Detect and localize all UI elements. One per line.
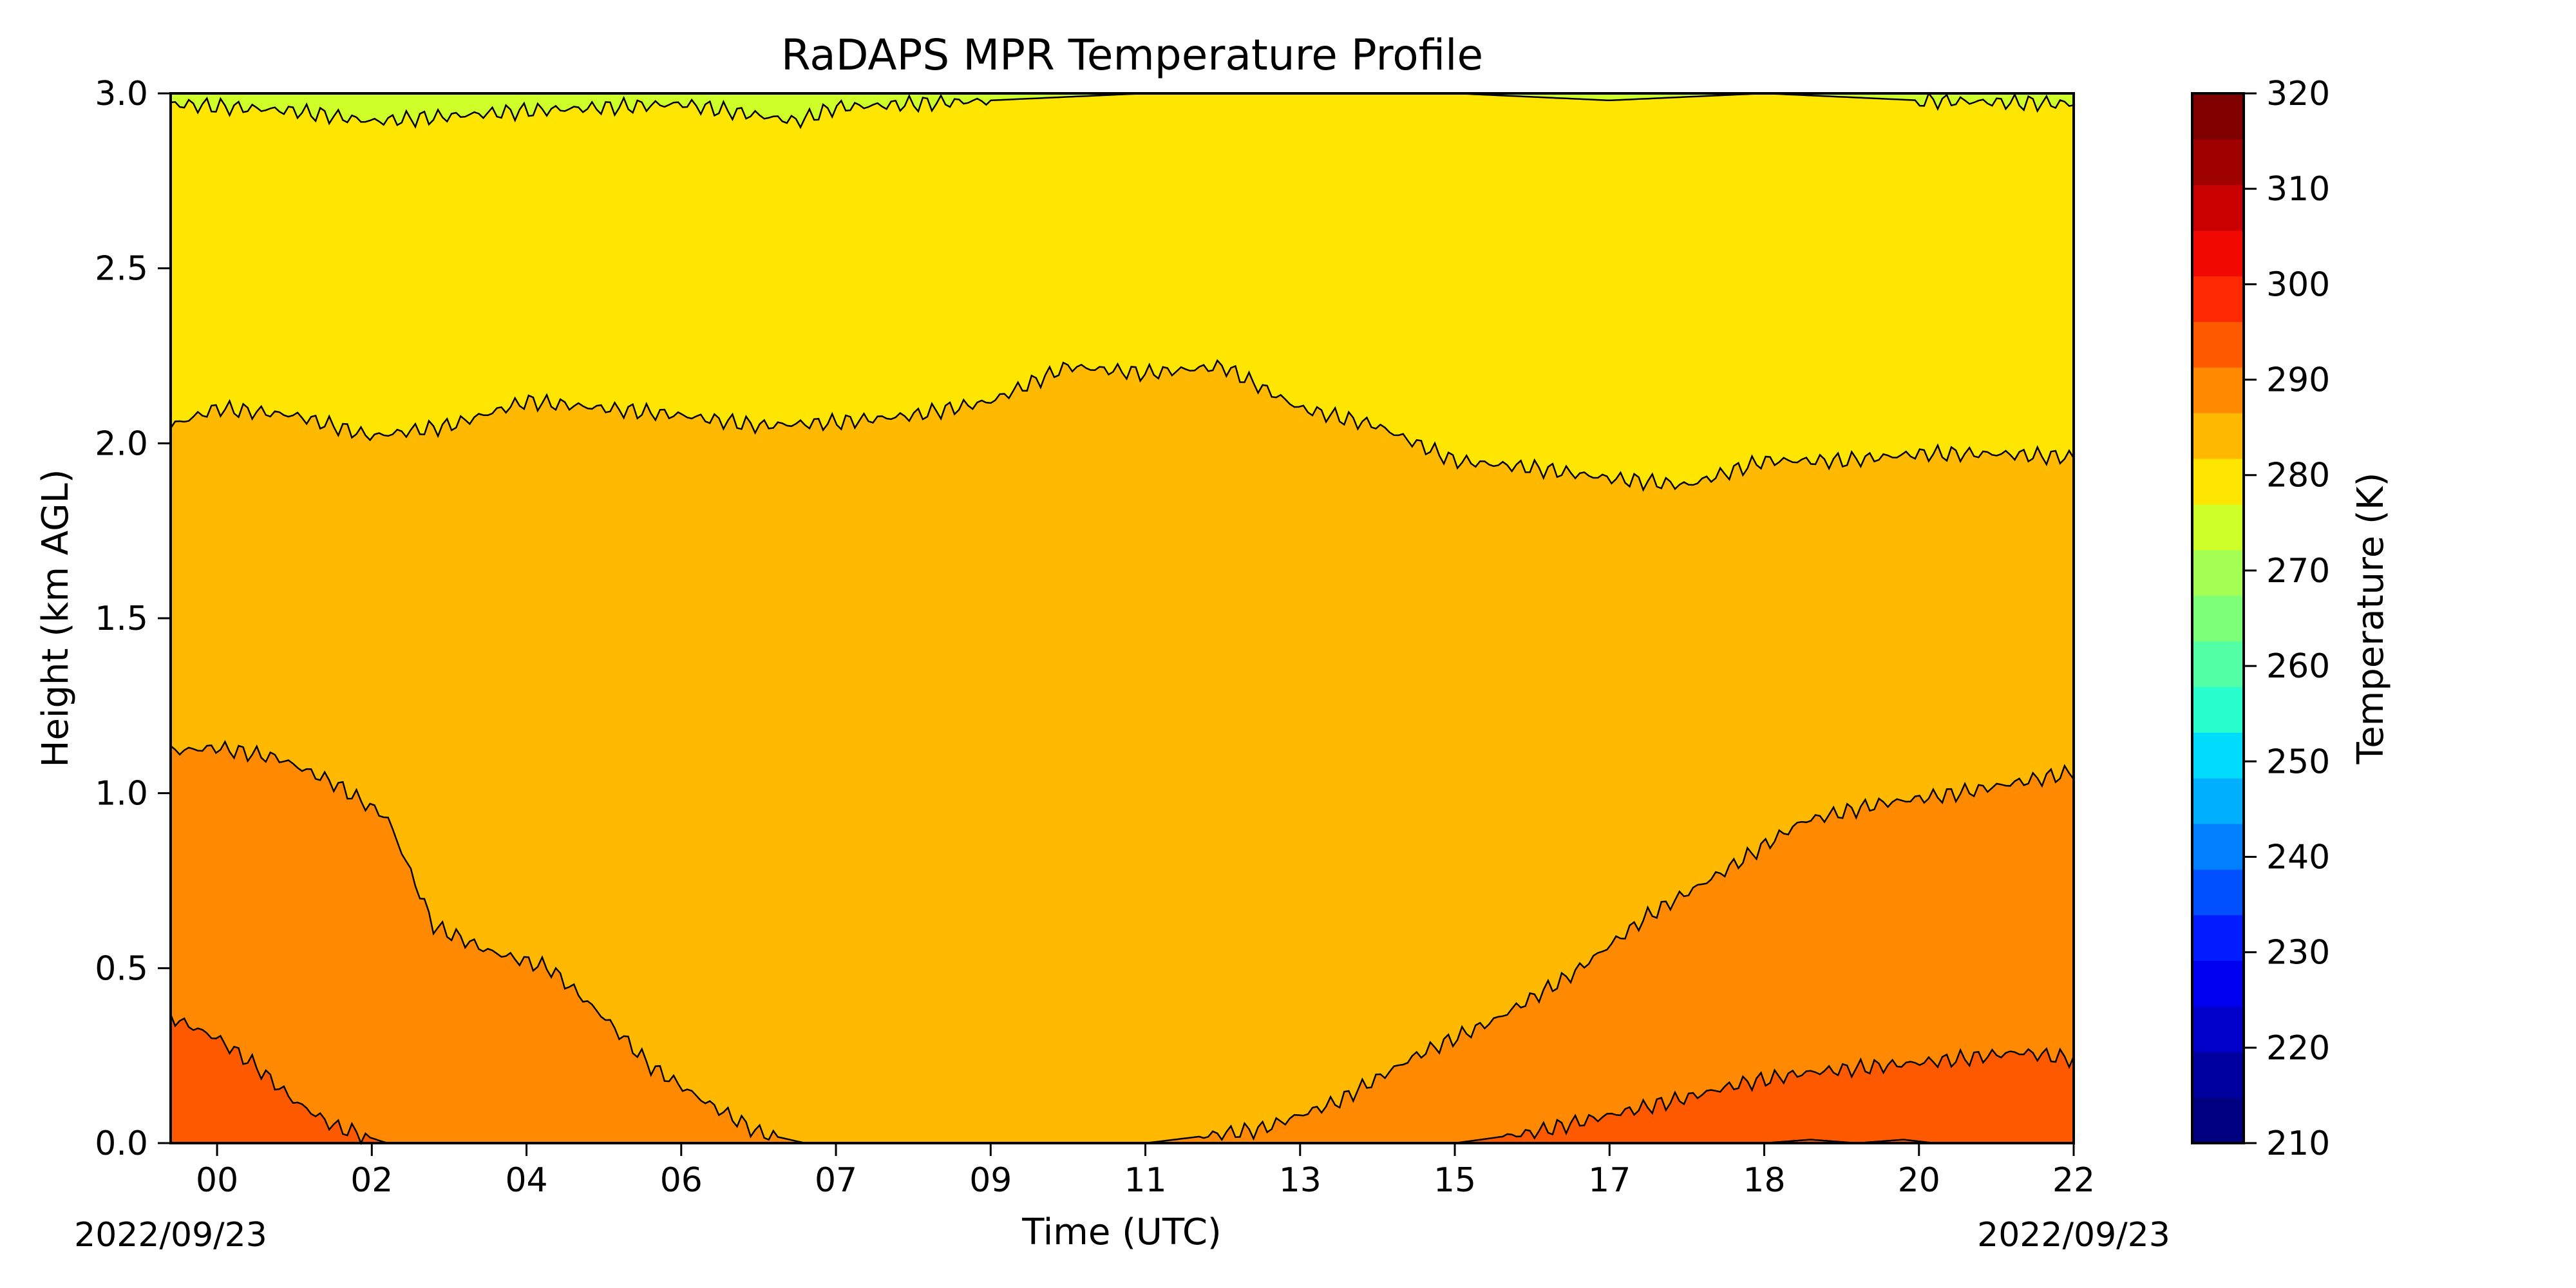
colorbar-label: Temperature (K) — [2350, 473, 2392, 765]
colorbar-tick-label: 270 — [2266, 552, 2330, 591]
colorbar-band — [2192, 458, 2244, 505]
x-tick-label: 09 — [969, 1161, 1012, 1200]
y-tick-label: 0.5 — [95, 949, 148, 988]
colorbar-band — [2192, 276, 2244, 322]
y-axis-label: Height (km AGL) — [35, 469, 77, 767]
y-tick-label: 3.0 — [95, 75, 148, 113]
y-tick-label: 2.0 — [95, 424, 148, 463]
colorbar-tick-label: 240 — [2266, 838, 2330, 876]
colorbar-tick-label: 280 — [2266, 457, 2330, 495]
colorbar-band — [2192, 778, 2244, 824]
x-tick-label: 18 — [1743, 1161, 1785, 1200]
x-tick-label: 17 — [1588, 1161, 1631, 1200]
colorbar-band — [2192, 641, 2244, 687]
x-tick-label: 22 — [2052, 1161, 2095, 1200]
region-285-290 — [171, 360, 2074, 1143]
contour-line-285 — [169, 359, 2075, 492]
colorbar-band — [2192, 732, 2244, 779]
colorbar-band — [2192, 595, 2244, 642]
colorbar-bands — [2192, 93, 2244, 1144]
x-axis: 00 02 04 06 07 09 11 13 15 17 18 20 22 — [196, 1143, 2095, 1200]
y-tick-label: 2.5 — [95, 250, 148, 289]
colorbar-tick-label: 230 — [2266, 934, 2330, 972]
colorbar-band — [2192, 1052, 2244, 1098]
x-tick-label: 13 — [1279, 1161, 1321, 1200]
colorbar-tick-label: 250 — [2266, 743, 2330, 781]
y-tick-label: 1.5 — [95, 600, 148, 638]
chart-title: RaDAPS MPR Temperature Profile — [781, 30, 1483, 80]
x-axis-label: Time (UTC) — [1021, 1211, 1222, 1253]
end-date-label: 2022/09/23 — [1977, 1216, 2170, 1255]
colorbar-band — [2192, 960, 2244, 1007]
x-tick-label: 11 — [1124, 1161, 1166, 1200]
colorbar-tick-label: 210 — [2266, 1124, 2330, 1163]
contour-plot-area — [169, 91, 2075, 1146]
x-tick-label: 15 — [1434, 1161, 1476, 1200]
colorbar-band — [2192, 549, 2244, 596]
contour-fill-layer — [171, 93, 2074, 1143]
start-date-label: 2022/09/23 — [74, 1216, 267, 1255]
colorbar-band — [2192, 914, 2244, 961]
region-295-300 — [171, 1014, 2074, 1143]
x-tick-label: 00 — [196, 1161, 238, 1200]
colorbar-tick-label: 290 — [2266, 361, 2330, 400]
y-axis: 0.0 0.5 1.0 1.5 2.0 2.5 3.0 — [95, 75, 171, 1163]
region-below-275 — [171, 93, 2074, 128]
colorbar-band — [2192, 367, 2244, 413]
colorbar-band — [2192, 504, 2244, 551]
colorbar-band — [2192, 1006, 2244, 1052]
colorbar-tick-label: 220 — [2266, 1029, 2330, 1068]
x-tick-label: 07 — [815, 1161, 857, 1200]
colorbar-tick-label: 300 — [2266, 265, 2330, 304]
y-tick-label: 1.0 — [95, 775, 148, 813]
colorbar-band — [2192, 1097, 2244, 1144]
x-tick-label: 02 — [350, 1161, 393, 1200]
colorbar-band — [2192, 138, 2244, 185]
region-290-295 — [171, 741, 2074, 1143]
colorbar-band — [2192, 230, 2244, 277]
colorbar-frame — [2191, 92, 2245, 1144]
colorbar-band — [2192, 823, 2244, 870]
colorbar-tick-label: 260 — [2266, 647, 2330, 686]
colorbar-tick-label: 310 — [2266, 170, 2330, 209]
colorbar-band — [2192, 687, 2244, 733]
colorbar-band — [2192, 93, 2244, 140]
colorbar-band — [2192, 184, 2244, 231]
colorbar-tick-label: 320 — [2266, 75, 2330, 113]
x-tick-label: 20 — [1898, 1161, 1940, 1200]
colorbar-band — [2192, 869, 2244, 916]
colorbar: 210 220 230 240 250 260 270 280 290 300 310 320 — [2191, 75, 2330, 1163]
colorbar-band — [2192, 321, 2244, 368]
y-tick-label: 0.0 — [95, 1124, 148, 1163]
x-tick-label: 04 — [505, 1161, 547, 1200]
x-tick-label: 06 — [660, 1161, 703, 1200]
colorbar-band — [2192, 413, 2244, 459]
colorbar-ticks: 210 220 230 240 250 260 270 280 290 300 310 320 — [2244, 75, 2330, 1163]
